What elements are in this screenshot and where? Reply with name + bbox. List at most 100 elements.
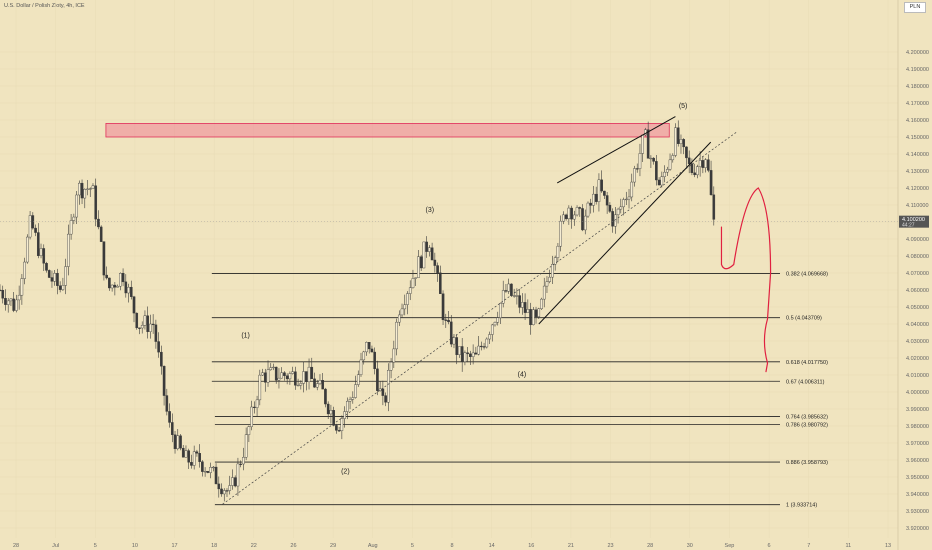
candle-body <box>274 366 278 381</box>
trend-dashed-line <box>222 131 738 505</box>
candle-body <box>480 345 483 348</box>
price-tick-label: 3.960000 <box>906 458 929 464</box>
candle-body <box>343 411 346 419</box>
price-tick-label: 4.040000 <box>906 322 929 328</box>
candle-body <box>255 399 259 408</box>
candle-body <box>567 207 571 220</box>
candle-body <box>553 257 557 265</box>
candle-body <box>690 163 694 173</box>
candle-body <box>28 215 32 238</box>
candle-body <box>187 450 191 463</box>
candle-body <box>99 226 103 242</box>
candle-body <box>564 214 568 220</box>
candle-body <box>400 308 404 316</box>
candle-body <box>458 346 461 355</box>
candle-body <box>39 248 43 256</box>
candle-body <box>638 153 642 169</box>
time-tick-label: 30 <box>687 543 693 549</box>
candle-body <box>209 467 212 473</box>
currency-badge[interactable]: PLN <box>904 2 926 13</box>
candle-body <box>132 296 136 314</box>
price-tick-label: 4.130000 <box>906 169 929 175</box>
time-tick-label: Aug <box>368 543 378 549</box>
candle-body <box>378 388 382 391</box>
candle-body <box>395 321 398 350</box>
price-tick-label: 3.990000 <box>906 407 929 413</box>
candle-body <box>151 323 155 326</box>
candle-body <box>521 302 524 308</box>
candle-body <box>649 157 653 160</box>
candle-body <box>679 139 683 144</box>
candle-body <box>190 462 193 466</box>
candle-body <box>698 160 702 167</box>
candle-body <box>75 194 78 218</box>
candle-body <box>589 202 593 206</box>
candle-body <box>441 293 445 321</box>
candle-body <box>512 295 516 297</box>
current-price-tag <box>899 215 929 228</box>
candle-body <box>140 325 144 329</box>
candle-body <box>597 179 601 202</box>
candle-body <box>332 410 335 426</box>
price-tick-label: 4.200000 <box>906 50 929 56</box>
candle-body <box>124 281 128 294</box>
candle-body <box>42 248 46 264</box>
candle-body <box>534 309 538 318</box>
candle-body <box>337 430 341 432</box>
candle-body <box>425 241 428 252</box>
candle-body <box>408 287 412 294</box>
candle-body <box>277 377 281 381</box>
candle-body <box>88 188 92 190</box>
candle-body <box>346 400 349 412</box>
candle-body <box>250 406 253 427</box>
candle-body <box>411 278 415 288</box>
candle-body <box>422 241 426 269</box>
candle-body <box>36 232 40 256</box>
candle-body <box>4 298 7 305</box>
candle-body <box>173 434 177 450</box>
candle-body <box>559 220 562 247</box>
candle-body <box>340 418 344 431</box>
candle-body <box>294 371 297 386</box>
candle-body <box>17 294 21 301</box>
fib-label: 0.886 (3.958793) <box>786 460 828 466</box>
price-tick-label: 4.080000 <box>906 254 929 260</box>
candle-body <box>348 399 352 402</box>
candle-body <box>45 263 48 271</box>
candle-body <box>351 397 355 400</box>
candle-body <box>329 410 333 415</box>
time-tick-label: 13 <box>885 543 891 549</box>
time-tick-label: 18 <box>211 543 217 549</box>
candle-body <box>113 284 117 288</box>
time-tick-label: 28 <box>647 543 653 549</box>
candle-body <box>198 453 201 462</box>
candle-body <box>58 285 62 290</box>
candle-body <box>687 157 691 165</box>
time-axis: 28 Jul 5 10 17 18 22 26 29 Aug 5 8 14 16 21 23 28 30 Sep 6 7… <box>13 543 891 549</box>
candle-body <box>233 477 237 487</box>
candle-body <box>105 274 108 279</box>
candle-body <box>663 171 666 177</box>
candle-body <box>701 160 705 168</box>
candle-body <box>135 312 139 329</box>
candle-body <box>455 337 459 355</box>
candle-body <box>709 170 713 196</box>
wave-label: (2) <box>341 469 350 476</box>
price-tick-label: 3.970000 <box>906 441 929 447</box>
candle-body <box>542 285 546 300</box>
time-tick-label: Jul <box>52 543 59 549</box>
price-tick-label: 4.120000 <box>906 186 929 192</box>
candle-body <box>657 179 661 186</box>
candle-body <box>220 488 223 495</box>
wave-labels: (1) (2) (3) (4) (5) <box>241 103 687 476</box>
candle-body <box>545 281 549 287</box>
candle-body <box>660 176 664 186</box>
candle-body <box>526 309 530 313</box>
candle-body <box>356 374 360 385</box>
candle-body <box>556 245 560 258</box>
price-tick-label: 3.920000 <box>906 526 929 532</box>
candle-body <box>283 372 286 376</box>
candle-body <box>280 372 283 379</box>
fib-label: 0.382 (4.069668) <box>786 272 828 278</box>
